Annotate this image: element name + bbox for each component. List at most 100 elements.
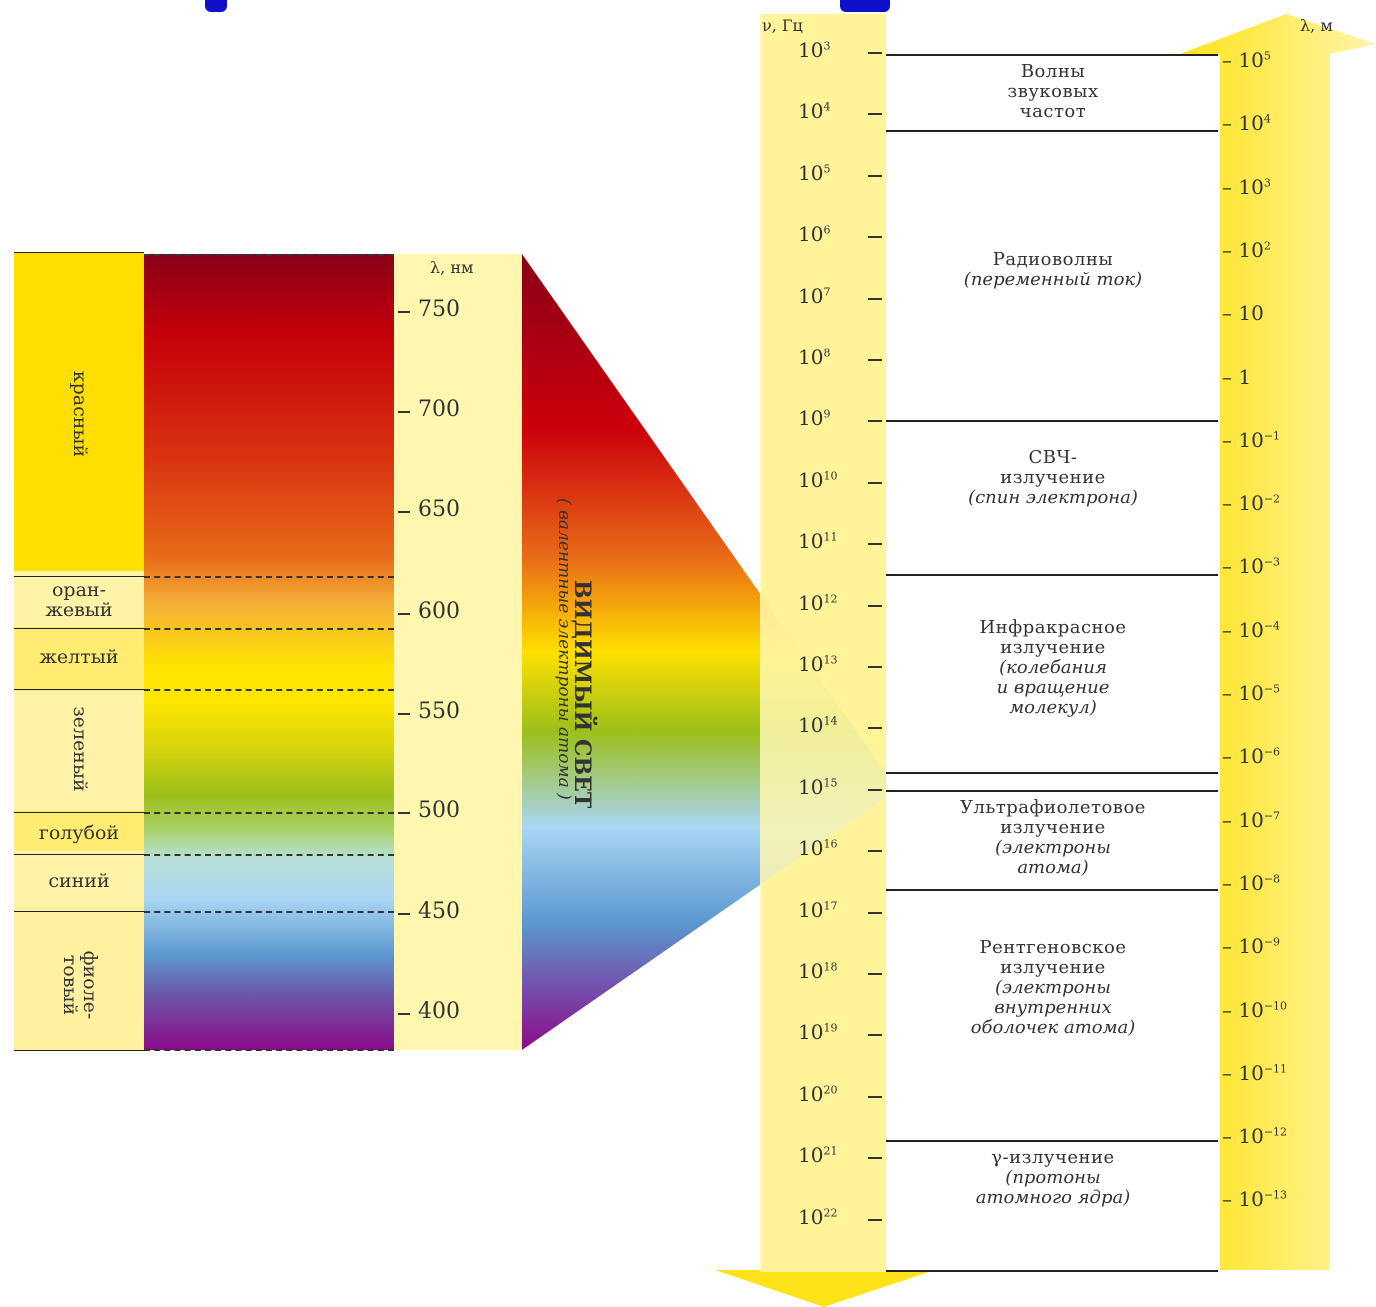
region-note: оболочек атома)	[970, 1017, 1136, 1038]
wavelength-tick-exponent: 2	[1263, 239, 1271, 253]
nm-unit-label: λ, нм	[430, 258, 474, 277]
frequency-tick-base: 10	[798, 38, 824, 62]
wavelength-tick-exponent: −6	[1263, 745, 1281, 759]
wavelength-tick-base: 10	[1238, 174, 1264, 199]
frequency-tick-exponent: 20	[823, 1083, 838, 1097]
frequency-tick	[868, 236, 882, 239]
wavelength-tick-base: 10	[1238, 491, 1264, 516]
region-ultraviolet: Ультрафиолетовое излучение (электроны ат…	[888, 798, 1218, 878]
wavelength-tick-label: – 10−2	[1222, 491, 1280, 515]
frequency-tick	[868, 973, 882, 975]
wavelength-tick-exponent: −2	[1263, 492, 1281, 506]
region-gamma: γ-излучение (протоны атомного ядра)	[888, 1148, 1218, 1208]
wavelength-tick-label: – 104	[1222, 111, 1271, 135]
frequency-tick-label: 1020	[798, 1082, 837, 1106]
frequency-tick-label: 1017	[798, 898, 837, 922]
title-glyph-fragment	[205, 0, 227, 12]
frequency-tick-exponent: 14	[823, 714, 838, 728]
band-divider	[14, 628, 144, 629]
wavelength-tick-base: 10	[1238, 1187, 1264, 1212]
nm-tick	[398, 1013, 410, 1015]
wavelength-tick-label: – 10−1	[1222, 428, 1280, 452]
frequency-tick	[868, 850, 882, 853]
frequency-tick-exponent: 6	[823, 223, 831, 237]
nm-tick	[398, 913, 410, 915]
frequency-tick-exponent: 4	[823, 100, 831, 114]
frequency-tick-label: 1010	[798, 468, 837, 492]
wavelength-arrow	[1180, 14, 1376, 1270]
nm-tick	[398, 613, 410, 615]
wavelength-tick-mark: –	[1222, 617, 1239, 642]
frequency-tick	[868, 1034, 882, 1037]
wavelength-tick-exponent: −12	[1263, 1125, 1288, 1139]
region-note: атома)	[1017, 857, 1089, 878]
region-title: γ-излучение	[991, 1147, 1115, 1168]
frequency-tick	[868, 1095, 882, 1098]
wavelength-tick-exponent: −9	[1263, 935, 1281, 949]
visible-light-note: ( валентные электроны атома )	[554, 498, 574, 800]
region-radio-waves: Радиоволны (переменный ток)	[888, 250, 1218, 290]
frequency-tick-label: 109	[798, 406, 830, 430]
frequency-tick-exponent: 7	[823, 284, 831, 298]
wavelength-tick-mark: –	[1222, 1060, 1239, 1085]
color-label-light-blue: голубой	[38, 822, 120, 844]
region-note: и вращение	[996, 677, 1110, 698]
region-note: атомного ядра)	[975, 1187, 1131, 1208]
frequency-tick	[868, 113, 882, 116]
frequency-tick-label: 104	[798, 99, 830, 123]
band-divider	[14, 911, 144, 912]
region-title: СВЧ-	[1028, 447, 1078, 468]
frequency-tick	[868, 1157, 882, 1160]
frequency-tick-exponent: 18	[823, 960, 838, 974]
wavelength-tick-mark: –	[1222, 681, 1239, 705]
nm-tick	[398, 713, 410, 715]
region-title: излучение	[1000, 957, 1106, 978]
frequency-tick	[868, 297, 882, 300]
wavelength-tick-label: – 10−11	[1222, 1061, 1287, 1085]
band-bottom-border	[14, 1050, 144, 1051]
wavelength-tick-base: 10	[1238, 1060, 1264, 1085]
frequency-tick-exponent: 19	[823, 1021, 838, 1035]
wavelength-tick-label: – 10−7	[1222, 808, 1280, 832]
nm-tick-label: 600	[418, 599, 460, 624]
wavelength-tick-label: – 10−10	[1222, 998, 1287, 1022]
frequency-tick-label: 1014	[798, 713, 837, 737]
wavelength-tick-label: – 10	[1222, 301, 1264, 325]
frequency-tick-label: 1016	[798, 836, 837, 860]
frequency-tick-base: 10	[798, 406, 824, 431]
frequency-tick-exponent: 16	[823, 837, 838, 851]
region-divider	[886, 130, 1218, 132]
frequency-tick-base: 10	[798, 222, 824, 247]
region-divider	[886, 1140, 1218, 1142]
region-title: звуковых	[1007, 81, 1099, 102]
wavelength-tick-label: – 10−8	[1222, 871, 1280, 895]
wavelength-tick-label: – 10−5	[1222, 681, 1280, 705]
frequency-tick-exponent: 10	[823, 469, 838, 483]
region-divider	[886, 889, 1218, 891]
frequency-tick-label: 1013	[798, 652, 837, 676]
wavelength-tick-mark: –	[1222, 934, 1239, 959]
wavelength-tick-exponent: −5	[1263, 682, 1281, 696]
nm-tick-label: 550	[418, 699, 460, 724]
wavelength-tick-exponent: −13	[1263, 1188, 1288, 1202]
nm-tick-label: 700	[418, 397, 460, 422]
region-title: излучение	[1000, 637, 1106, 658]
frequency-tick-base: 10	[798, 529, 824, 554]
frequency-tick-label: 1019	[798, 1020, 837, 1044]
region-divider	[886, 772, 1218, 774]
region-divider	[886, 420, 1218, 422]
wavelength-tick-base: 10	[1238, 997, 1264, 1022]
cropped-title	[0, 0, 1376, 22]
frequency-tick	[868, 1218, 882, 1221]
frequency-tick-exponent: 8	[823, 346, 831, 360]
frequency-tick-exponent: 3	[823, 39, 831, 53]
region-x-ray: Рентгеновское излучение (электроны внутр…	[888, 938, 1218, 1038]
wavelength-tick-mark: –	[1222, 1124, 1239, 1149]
wavelength-tick-mark: –	[1222, 554, 1239, 579]
wavelength-tick-mark: –	[1222, 491, 1239, 516]
wavelength-tick-mark: –	[1222, 301, 1239, 326]
frequency-tick	[868, 420, 882, 423]
wavelength-tick-exponent: −11	[1263, 1062, 1288, 1076]
wavelength-tick-mark: –	[1222, 237, 1239, 262]
region-title: частот	[1019, 101, 1087, 122]
